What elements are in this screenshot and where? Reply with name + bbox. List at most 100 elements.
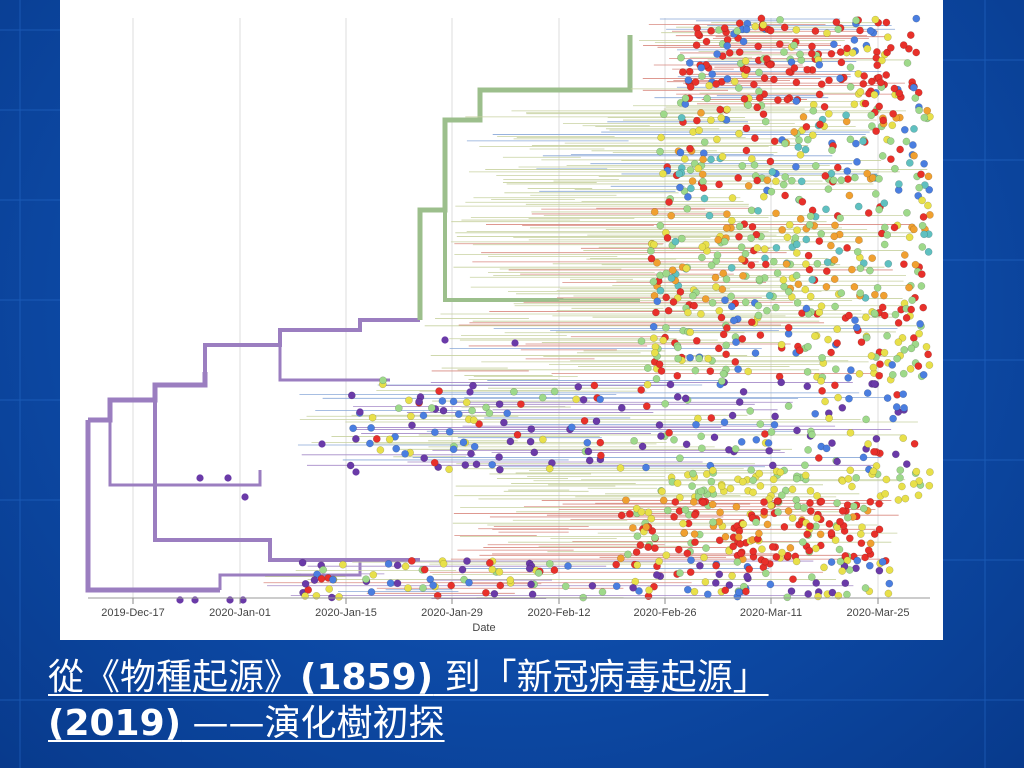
tip-node <box>663 234 672 242</box>
tip-node <box>868 122 876 130</box>
tip-node <box>914 88 923 97</box>
tip-node <box>500 418 508 427</box>
tip-node <box>859 453 868 462</box>
tip-node <box>760 498 768 506</box>
tip-node <box>918 196 926 205</box>
tip-node <box>790 64 799 72</box>
tip-node <box>617 404 626 412</box>
tip-node <box>429 581 438 590</box>
tip-node <box>731 445 740 453</box>
tip-node <box>900 404 908 412</box>
tip-node <box>793 298 802 307</box>
tip-node <box>580 416 589 425</box>
tip-node <box>590 381 599 390</box>
tip-node <box>649 322 658 331</box>
tip-node <box>869 363 878 372</box>
tip-node <box>698 170 707 179</box>
tip-node <box>596 395 604 404</box>
tip-node <box>911 94 920 102</box>
tip-node <box>850 283 859 291</box>
tip-node <box>717 482 726 491</box>
tip-node <box>855 369 864 378</box>
tip-node <box>652 571 661 579</box>
tip-node <box>550 387 559 396</box>
tip-node <box>903 59 912 67</box>
tip-node <box>723 324 731 332</box>
tip-node <box>889 109 897 118</box>
tip-node <box>699 184 708 192</box>
tip-node <box>884 589 893 598</box>
tip-node <box>657 367 666 375</box>
tip-node <box>783 593 792 602</box>
tip-node <box>918 221 927 230</box>
tip-node <box>788 485 797 494</box>
tip-node <box>431 428 439 437</box>
tip-node <box>754 206 762 215</box>
tip-node <box>805 221 814 229</box>
tip-node <box>772 177 780 186</box>
tip-node <box>735 222 744 231</box>
tip-node <box>393 561 402 570</box>
tip-node <box>723 210 731 218</box>
tip-node <box>770 137 779 146</box>
trunk-branch <box>85 420 220 593</box>
tip-node <box>796 150 805 159</box>
tip-node <box>747 234 755 242</box>
tip-node <box>865 561 874 570</box>
tip-node <box>469 381 477 390</box>
tip-node <box>836 557 845 566</box>
tip-node <box>534 569 543 577</box>
tip-node <box>748 222 757 231</box>
tip-node <box>676 148 685 157</box>
tip-node <box>773 269 782 277</box>
tip-node <box>670 435 678 444</box>
tip-node <box>652 308 660 317</box>
tip-node <box>735 48 744 57</box>
tip-node <box>869 467 878 476</box>
tip-node <box>837 289 846 297</box>
tip-node <box>900 346 909 354</box>
tip-node <box>833 457 841 466</box>
tip-node <box>798 197 807 206</box>
tip-node <box>801 145 810 154</box>
trunk-branch <box>443 210 640 302</box>
tip-node <box>681 394 690 403</box>
tip-node <box>872 127 880 136</box>
tip-node <box>759 192 768 201</box>
tip-node <box>766 60 774 69</box>
tip-node <box>690 587 699 596</box>
tip-node <box>786 544 795 552</box>
tip-node <box>753 103 762 112</box>
tip-node <box>867 352 876 360</box>
tip-node <box>914 362 923 370</box>
tip-node <box>637 337 646 346</box>
tip-node <box>883 331 891 340</box>
tip-node <box>804 251 813 260</box>
tip-node <box>838 403 847 412</box>
tip-node <box>703 590 712 599</box>
tip-node <box>439 406 448 415</box>
tip-node <box>319 565 328 574</box>
tip-node <box>722 275 731 284</box>
tip-node <box>760 74 769 82</box>
tip-node <box>744 181 753 190</box>
tip-node <box>828 439 836 447</box>
tip-node <box>677 53 685 62</box>
tip-node <box>880 311 889 320</box>
tip-node <box>756 331 765 339</box>
tip-node <box>733 558 742 566</box>
tip-node <box>454 410 463 419</box>
tip-node <box>752 518 760 527</box>
tip-node <box>629 524 637 532</box>
tip-node <box>750 80 758 89</box>
tip-node <box>785 67 794 76</box>
tip-node <box>852 473 861 482</box>
tip-node <box>676 454 684 463</box>
tip-node <box>651 533 659 542</box>
tip-node <box>843 44 851 53</box>
tip-node <box>176 596 184 604</box>
tip-node <box>785 220 794 229</box>
tip-node <box>372 435 381 443</box>
tip-node <box>889 414 897 423</box>
tip-node <box>899 41 908 49</box>
